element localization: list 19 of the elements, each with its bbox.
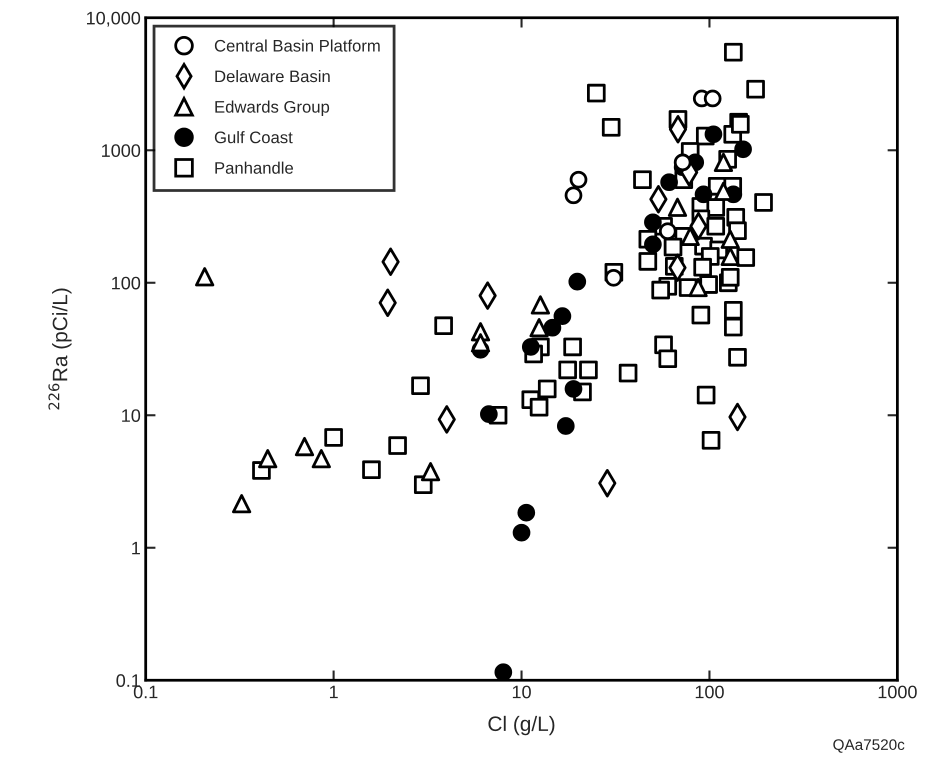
legend-label: Panhandle (215, 162, 293, 174)
legend-label: Central Basin Platform (214, 39, 380, 52)
x-tick-label: 0.1 (134, 686, 158, 698)
legend-label: Edwards Group (215, 100, 330, 116)
legend-label: Delaware Basin (215, 70, 330, 82)
y-tick-label: 1000 (102, 144, 140, 157)
x-tick-label: 10 (512, 686, 531, 698)
y-tick-label: 10 (122, 409, 140, 422)
x-tick-label: 1 (330, 686, 338, 698)
x-axis-title: Cl (g/L) (488, 716, 554, 736)
y-axis-title: $^{226}$Ra (pCi/L) (48, 288, 72, 410)
legend-label: Gulf Coast (214, 131, 293, 144)
text: QAa7520c (833, 739, 904, 753)
x-tick-label: 1000 (878, 686, 917, 698)
y-tick-label: 10,000 (86, 12, 140, 27)
y-tick-label: 0.1 (116, 674, 140, 687)
y-tick-label: 100 (112, 276, 140, 290)
x-tick-label: 100 (696, 686, 724, 698)
y-tick-label: 1 (132, 542, 140, 554)
